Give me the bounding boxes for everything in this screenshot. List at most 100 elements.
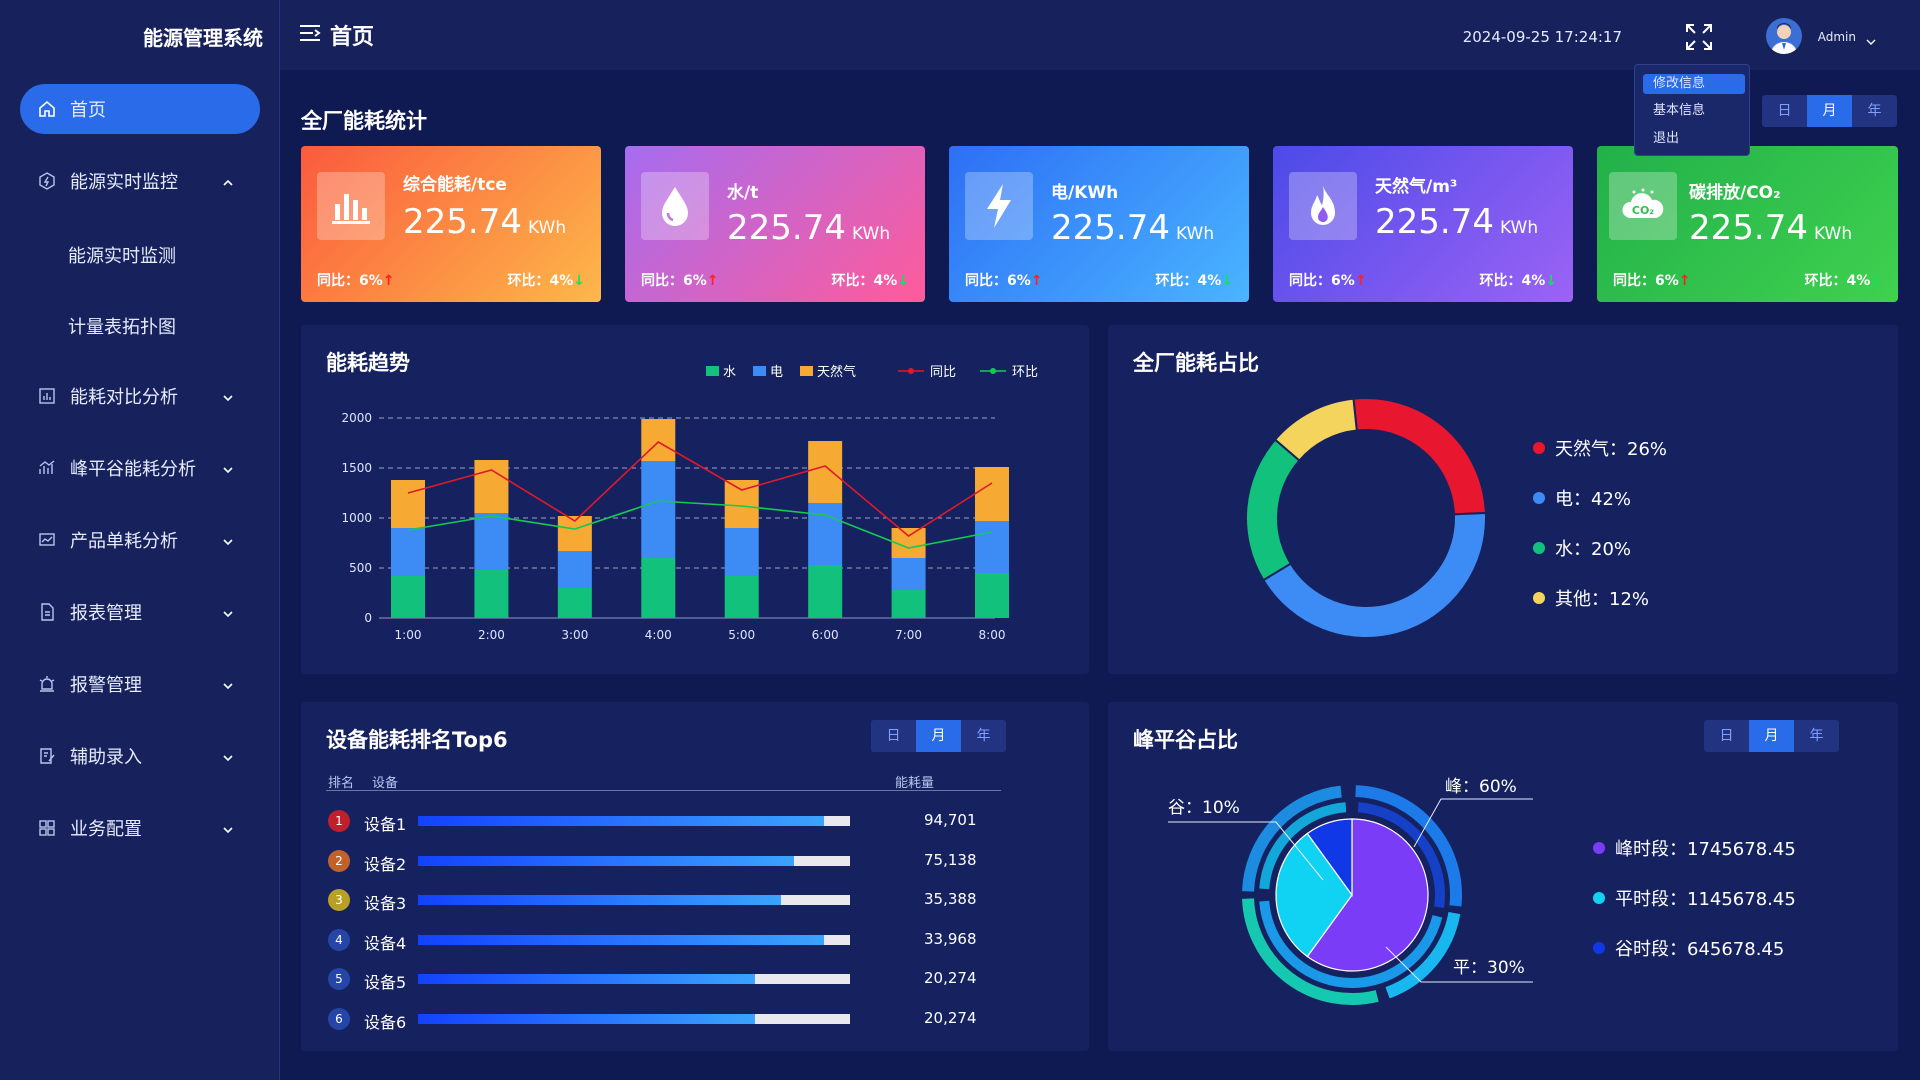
- period-day-button[interactable]: 日: [1704, 720, 1749, 752]
- menu-item-logout[interactable]: 退出: [1653, 131, 1680, 146]
- sidebar-item-label: 能耗对比分析: [70, 387, 178, 408]
- share-legend-item: 水：20%: [1533, 535, 1631, 561]
- device-name: 设备1: [364, 815, 407, 834]
- menu-item-basic-info[interactable]: 基本信息: [1653, 103, 1706, 118]
- table-row: 3 设备3 35,388: [326, 886, 977, 914]
- sidebar-item-report[interactable]: 报表管理: [20, 587, 260, 637]
- svg-text:CO₂: CO₂: [1632, 204, 1654, 217]
- pie-slice-峰: [1306, 818, 1429, 972]
- device-value: 20,274: [924, 1008, 977, 1027]
- sidebar-item-home[interactable]: 首页: [20, 84, 260, 134]
- sidebar-item-alarm[interactable]: 报警管理: [20, 659, 260, 709]
- rank-number: 1: [328, 810, 350, 832]
- rank-number: 2: [328, 849, 350, 872]
- legend-swatch: [706, 366, 719, 376]
- bar-电: [808, 503, 843, 565]
- share-panel: 全厂能耗占比 天然气：26% 电：42% 水：20% 其他：12%: [1108, 325, 1898, 674]
- table-row: 2 设备2 75,138: [326, 847, 977, 875]
- alarm-icon: [36, 673, 58, 695]
- chevron-up-icon: [222, 173, 234, 194]
- pvt-panel: 峰平谷占比 日 月 年 峰：60% 平：30% 谷：10% 峰时段：1745678.…: [1108, 702, 1898, 1051]
- legend-label: 水: [723, 365, 736, 380]
- legend-marker: [908, 368, 914, 374]
- menu-toggle-icon[interactable]: [298, 23, 322, 47]
- chevron-down-icon: [222, 820, 234, 841]
- sidebar-item-realtime-monitor[interactable]: 能源实时监控: [20, 156, 260, 206]
- chevron-down-icon[interactable]: [1866, 32, 1876, 51]
- chevron-down-icon: [222, 388, 234, 409]
- rank-bar-fill: [418, 855, 794, 866]
- period-month-button[interactable]: 月: [1749, 720, 1794, 752]
- outer-ring-arc: [1355, 785, 1462, 907]
- pie-slice-电: [1261, 511, 1487, 639]
- rank-bar-track: [418, 1013, 850, 1024]
- rank-period-selector: 日 月 年: [871, 720, 1006, 752]
- bar-水: [474, 570, 509, 618]
- period-year-button[interactable]: 年: [961, 720, 1006, 752]
- x-tick-label: 5:00: [728, 628, 755, 642]
- outer-ring-arc: [1385, 911, 1461, 999]
- bar-天然气: [474, 460, 509, 513]
- peak-icon: [36, 457, 58, 479]
- legend-label: 天然气: [817, 364, 856, 380]
- fullscreen-icon[interactable]: [1684, 22, 1714, 56]
- pvt-period-selector: 日 月 年: [1704, 720, 1839, 752]
- top-header: 首页 2024-09-25 17:24:17 Admin: [280, 0, 1920, 70]
- legend-label: 环比: [1012, 365, 1038, 380]
- sidebar-item-label: 业务配置: [70, 819, 142, 840]
- bar-天然气: [391, 480, 425, 528]
- x-tick-label: 6:00: [812, 628, 839, 642]
- menu-item-edit-info[interactable]: 修改信息: [1643, 74, 1745, 94]
- outer-ring-arc: [1242, 785, 1342, 892]
- water-drop-icon: [641, 172, 709, 240]
- period-day-button[interactable]: 日: [871, 720, 916, 752]
- kpi-value: 225.74 KWh: [727, 208, 891, 248]
- bar-电: [891, 558, 926, 590]
- bar-天然气: [724, 480, 759, 528]
- pie-slice-label: 平：30%: [1453, 958, 1525, 978]
- outer-ring-arc: [1242, 898, 1379, 1005]
- kpi-mom: 环比：4%↓: [1804, 273, 1882, 289]
- table-row: 1 设备1 94,701: [326, 807, 977, 835]
- chevron-down-icon: [222, 748, 234, 769]
- user-name[interactable]: Admin: [1817, 30, 1856, 44]
- bar-水: [641, 558, 676, 618]
- device-value: 94,701: [924, 811, 977, 829]
- rank-bar-track: [418, 816, 850, 826]
- period-month-button[interactable]: 月: [916, 720, 961, 752]
- kpi-card-electric: 电/KWh 225.74 KWh 同比：6%↑ 环比：4%↓: [949, 146, 1249, 302]
- period-month-button[interactable]: 月: [1807, 95, 1852, 127]
- inner-ring-arc: [1357, 802, 1445, 908]
- sidebar: 能源管理系统 首页 能源实时监控 能源实时监测 计量表拓扑图 能耗对比分析 峰平…: [0, 0, 280, 1080]
- sidebar-item-config[interactable]: 业务配置: [20, 803, 260, 853]
- avatar[interactable]: [1766, 18, 1802, 54]
- sidebar-item-product[interactable]: 产品单耗分析: [20, 515, 260, 565]
- period-year-button[interactable]: 年: [1852, 95, 1897, 127]
- sidebar-item-input[interactable]: 辅助录入: [20, 731, 260, 781]
- rank-bar-fill: [418, 895, 781, 905]
- pvt-chart: 峰：60% 平：30% 谷：10%: [1168, 777, 1533, 1005]
- sidebar-subitem-topology[interactable]: 计量表拓扑图: [68, 317, 176, 338]
- bar-电: [975, 521, 1009, 573]
- device-name: 设备5: [364, 973, 407, 992]
- sidebar-item-compare[interactable]: 能耗对比分析: [20, 371, 260, 421]
- period-year-button[interactable]: 年: [1794, 720, 1839, 752]
- y-tick-label: 1500: [341, 461, 372, 475]
- legend-swatch: [753, 366, 766, 376]
- sidebar-subitem-realtime-detect[interactable]: 能源实时监测: [68, 246, 176, 267]
- kpi-label: 碳排放/CO₂: [1689, 183, 1781, 203]
- bar-水: [808, 565, 843, 618]
- sidebar-item-peak-analysis[interactable]: 峰平谷能耗分析: [20, 443, 260, 493]
- rank-bar-fill: [418, 974, 755, 984]
- home-icon: [36, 98, 58, 120]
- period-day-button[interactable]: 日: [1762, 95, 1807, 127]
- share-legend-item: 电：42%: [1533, 485, 1631, 511]
- share-title: 全厂能耗占比: [1133, 351, 1259, 375]
- sidebar-item-label: 报警管理: [70, 675, 142, 696]
- table-row: 5 设备5 20,274: [326, 965, 977, 993]
- bar-电: [557, 551, 592, 588]
- leader-line: [1413, 798, 1533, 848]
- trend-title: 能耗趋势: [326, 351, 410, 375]
- kpi-mom: 环比：4%↓: [1155, 273, 1233, 289]
- x-tick-label: 8:00: [979, 628, 1006, 642]
